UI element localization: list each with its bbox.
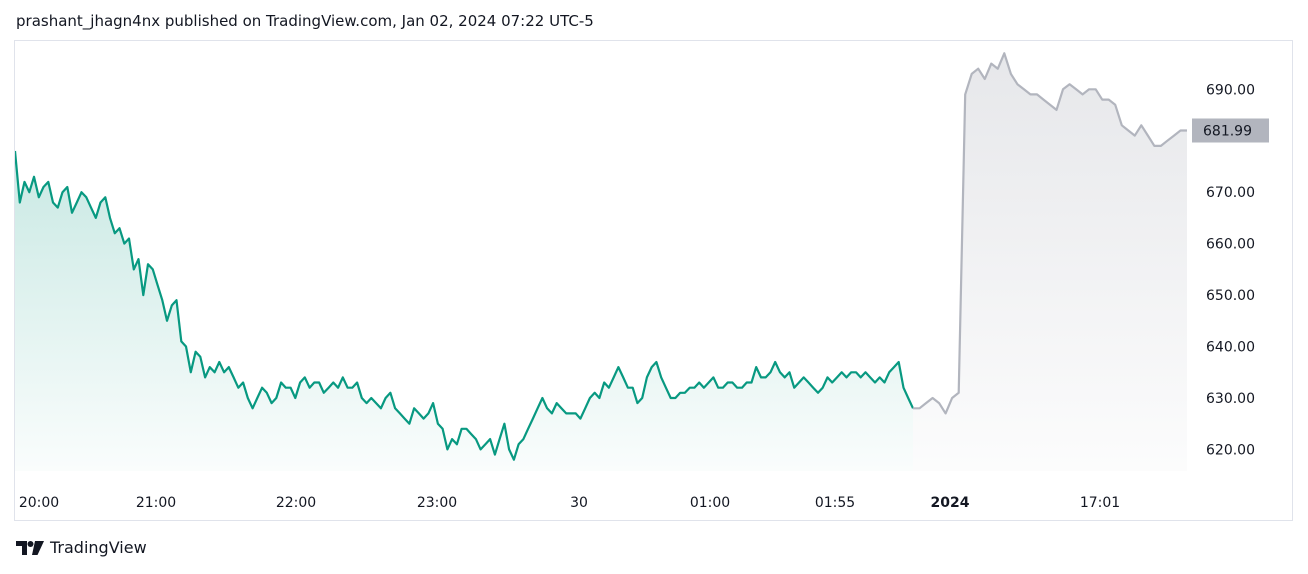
time-axis: 20:00 21:00 22:00 23:00 30 01:00 01:55 2024 17:0… [19, 495, 1120, 511]
extended-series-line [913, 52, 1187, 415]
x-tick-label: 01:00 [690, 495, 730, 511]
last-price-tag [1192, 118, 1269, 143]
y-tick-label: 690.00 [1206, 82, 1255, 98]
price-chart[interactable]: 690.00 670.00 660.00 650.00 640.00 630.00 620.… [15, 41, 1292, 520]
x-tick-label: 2024 [931, 495, 970, 511]
x-tick-label: 01:55 [815, 495, 855, 511]
publisher-caption: prashant_jhagn4nx published on TradingVi… [16, 12, 594, 30]
last-price-label: 681.99 [1203, 124, 1252, 140]
x-tick-label: 20:00 [19, 495, 59, 511]
footer: TradingView [16, 538, 147, 557]
tradingview-brand-text: TradingView [50, 538, 147, 557]
chart-area[interactable]: 690.00 670.00 660.00 650.00 640.00 630.00 620.… [14, 40, 1293, 521]
main-series-line [15, 150, 914, 461]
y-tick-label: 670.00 [1206, 185, 1255, 201]
x-tick-label: 22:00 [276, 495, 316, 511]
y-tick-label: 630.00 [1206, 391, 1255, 407]
price-axis: 690.00 670.00 660.00 650.00 640.00 630.00 620.… [1192, 82, 1269, 458]
x-tick-label: 23:00 [417, 495, 457, 511]
main-series-area [15, 151, 913, 471]
x-tick-label: 17:01 [1080, 495, 1120, 511]
y-tick-label: 620.00 [1206, 442, 1255, 458]
extended-series-area [913, 53, 1187, 472]
y-tick-label: 640.00 [1206, 340, 1255, 356]
y-tick-label: 650.00 [1206, 288, 1255, 304]
tradingview-logo-icon [16, 540, 44, 555]
y-tick-label: 660.00 [1206, 237, 1255, 253]
x-tick-label: 30 [570, 495, 588, 511]
x-tick-label: 21:00 [136, 495, 176, 511]
